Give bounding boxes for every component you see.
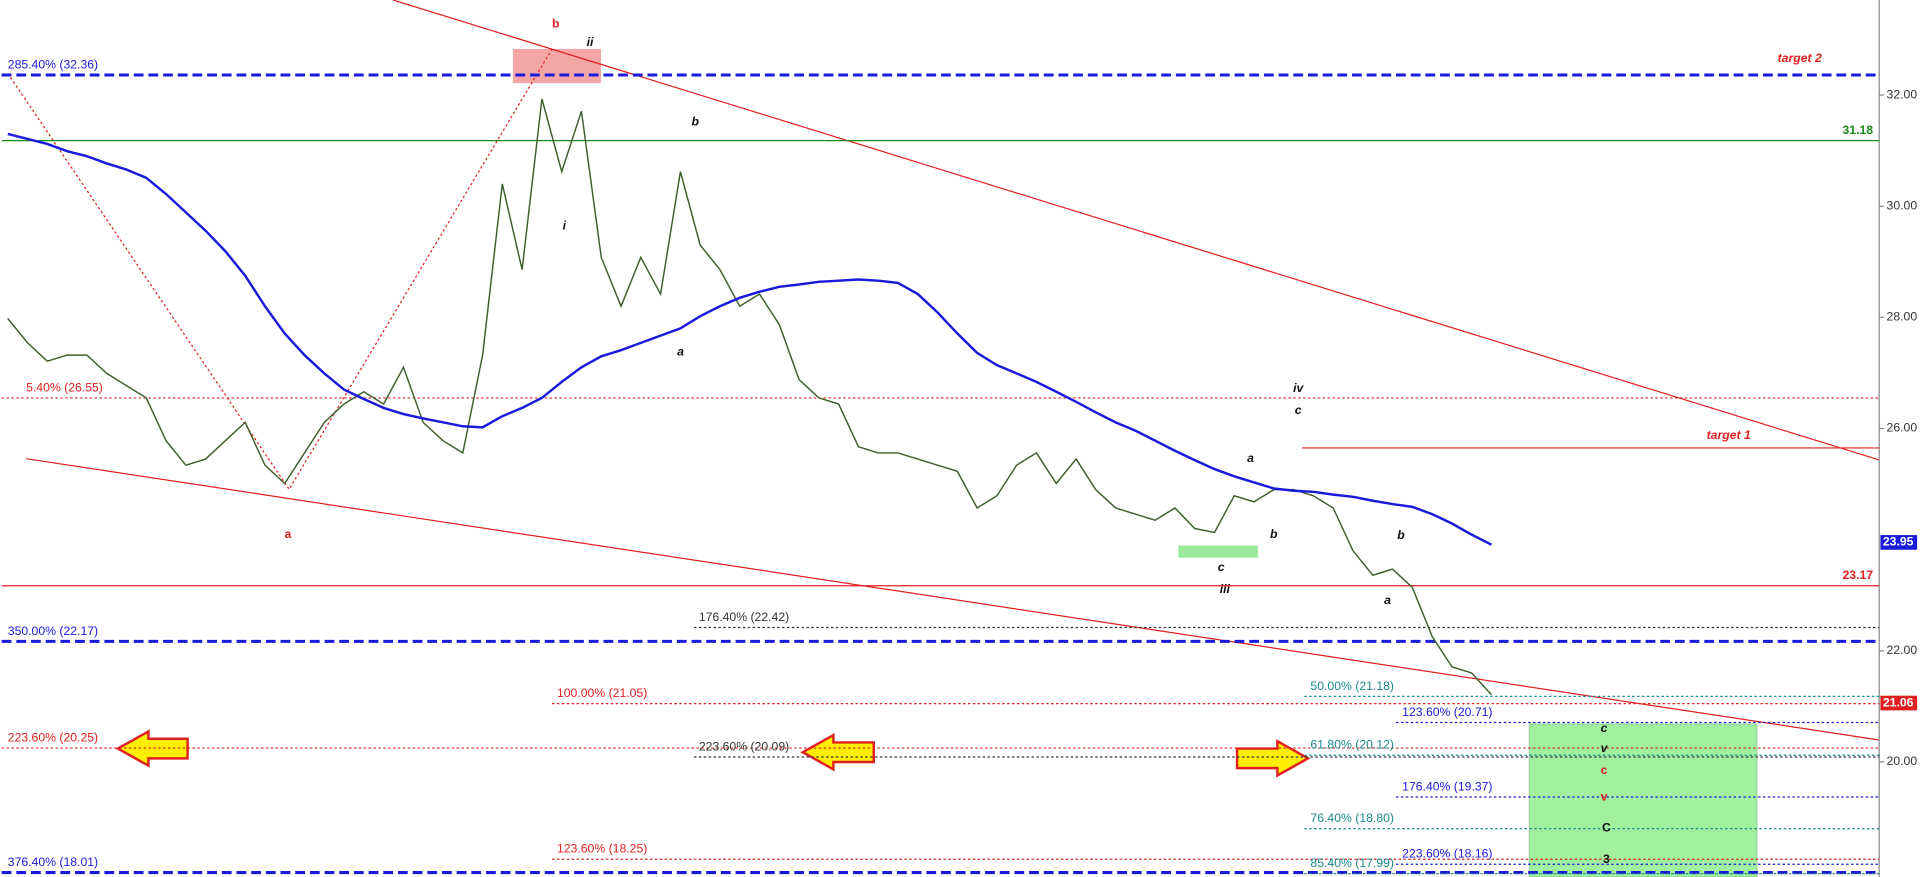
zone-box — [512, 48, 602, 84]
zone-box — [1178, 545, 1258, 558]
wave-label: c — [1601, 721, 1608, 735]
price-marker-label: 21.06 — [1883, 695, 1914, 709]
arrow-right — [1235, 739, 1311, 778]
wave-label: b — [1270, 527, 1278, 541]
wave-label: v — [1601, 790, 1608, 804]
level-label: 50.00% (21.18) — [1310, 679, 1394, 693]
price-marker — [1880, 535, 1918, 550]
target-zone — [1528, 723, 1758, 877]
level-label: 223.60% (20.09) — [699, 739, 789, 753]
moving-average — [7, 132, 1493, 546]
arrow-left — [800, 733, 875, 772]
wave-label: b — [552, 17, 559, 31]
y-tick-label: 20.00 — [1887, 754, 1918, 768]
y-tick-label: 32.00 — [1887, 87, 1918, 101]
wave-label: iv — [1293, 381, 1304, 395]
zigzag — [7, 48, 553, 491]
wave-label: a — [1384, 593, 1391, 607]
wave-label: c — [1601, 763, 1608, 777]
level-label: 123.60% (20.71) — [1402, 705, 1492, 719]
drawings — [7, 0, 1880, 877]
wave-label: C — [1602, 820, 1611, 834]
y-tick-label: 22.00 — [1887, 643, 1918, 657]
y-tick-label: 30.00 — [1887, 198, 1918, 212]
level-label: 85.40% (17.99) — [1310, 856, 1394, 870]
wave-label: ii — [587, 35, 594, 49]
y-tick-label: 26.00 — [1887, 421, 1918, 435]
wave-label: b — [691, 115, 699, 129]
price-marker — [1880, 695, 1918, 711]
price-marker-label: 23.95 — [1883, 535, 1914, 549]
wave-label: a — [1247, 451, 1254, 465]
level-label: 23.17 — [1843, 568, 1874, 582]
level-label: 76.40% (18.80) — [1310, 811, 1394, 825]
level-label: target 1 — [1707, 428, 1751, 442]
trend-line — [392, 0, 1880, 461]
level-label: 285.40% (32.36) — [8, 57, 98, 71]
level-label: 123.60% (18.25) — [557, 842, 647, 856]
wave-label: b — [1397, 528, 1405, 542]
wave-label: a — [677, 345, 684, 359]
level-label: 350.00% (22.17) — [8, 624, 98, 638]
level-label: 100.00% (21.05) — [557, 686, 647, 700]
level-label: 176.40% (22.42) — [699, 610, 789, 624]
wave-label: i — [563, 219, 567, 233]
wave-label: c — [1218, 560, 1225, 574]
y-tick-label: 28.00 — [1887, 310, 1918, 324]
level-label: 31.18 — [1843, 123, 1874, 137]
level-label: 176.40% (19.37) — [1402, 779, 1492, 793]
wave-label: c — [1295, 403, 1302, 417]
wave-label: target 2 — [1778, 51, 1822, 65]
wave-label: iii — [1220, 582, 1231, 596]
level-label: 61.80% (20.12) — [1310, 738, 1394, 752]
wave-label: 3 — [1603, 852, 1610, 866]
trend-line — [26, 458, 1880, 741]
level-label: 223.60% (20.25) — [8, 731, 98, 745]
wave-label: a — [284, 527, 291, 541]
level-label: 376.40% (18.01) — [8, 855, 98, 869]
level-label: 223.60% (18.16) — [1402, 847, 1492, 861]
price-line — [7, 98, 1493, 696]
wave-label: v — [1601, 741, 1609, 755]
level-label: 5.40% (26.55) — [26, 380, 103, 394]
